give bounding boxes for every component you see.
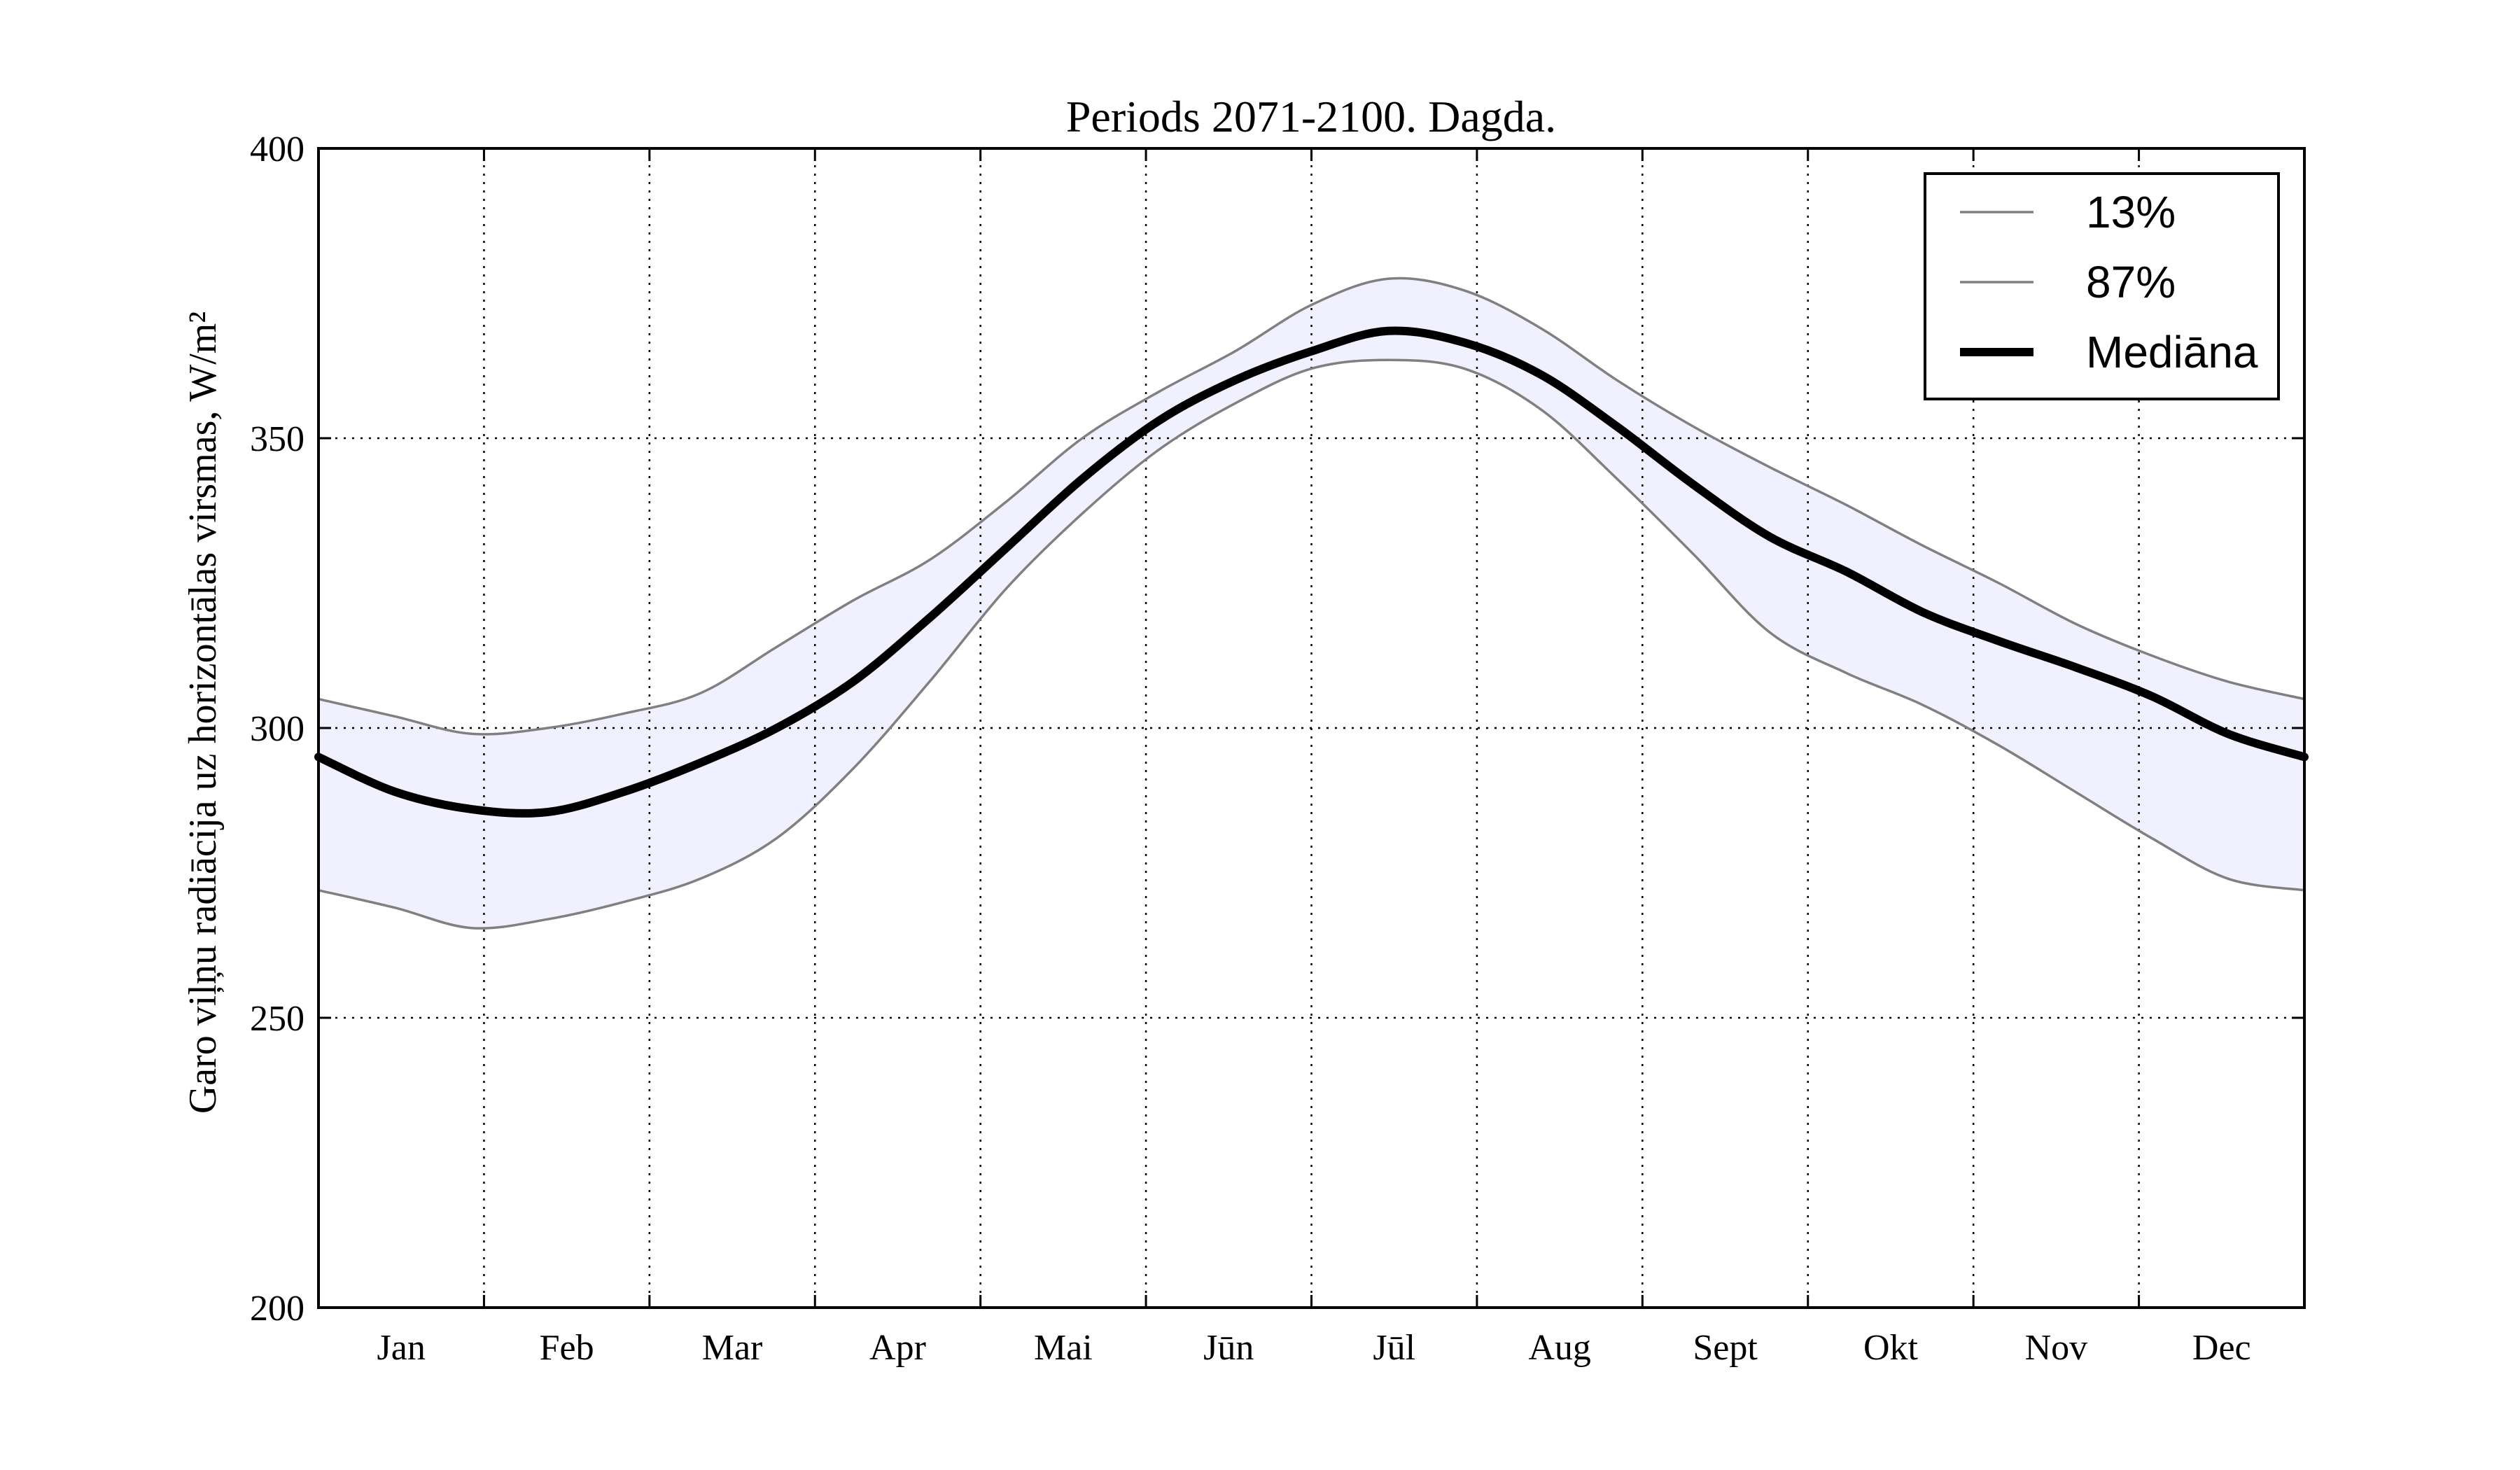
grid-layer xyxy=(318,148,2304,1308)
legend-label: 13% xyxy=(2086,187,2176,237)
series-line-median xyxy=(314,326,2309,818)
series-line-13pct xyxy=(317,358,2306,930)
legend-label: 87% xyxy=(2086,257,2176,307)
series-layer xyxy=(314,276,2309,930)
x-tick-label: Jan xyxy=(377,1328,426,1368)
legend-label: Mediāna xyxy=(2086,327,2258,377)
axis-layer: 200 250 300 350 400 Jan Feb Mar Apr Mai Jūn Jūl Aug S… xyxy=(250,130,2306,1368)
x-tick-label: Aug xyxy=(1528,1328,1591,1368)
x-tick-label: Sept xyxy=(1693,1328,1758,1368)
y-tick-label: 350 xyxy=(250,419,304,459)
chart-title: Periods 2071-2100. Dagda. xyxy=(1066,92,1556,141)
x-tick-label: Jūn xyxy=(1203,1328,1254,1368)
y-tick-label: 200 xyxy=(250,1289,304,1329)
x-tick-label: Mai xyxy=(1034,1328,1093,1368)
percentile-band xyxy=(318,278,2304,929)
x-tick-label: Nov xyxy=(2025,1328,2088,1368)
x-tick-label: Dec xyxy=(2192,1328,2251,1368)
legend: 13% 87% Mediāna xyxy=(1924,172,2280,400)
y-tick-label: 400 xyxy=(250,130,304,169)
x-tick-label: Okt xyxy=(1863,1328,1919,1368)
x-tick-label: Jūl xyxy=(1373,1328,1415,1368)
percentile-band-layer xyxy=(318,278,2304,929)
series-line-87pct xyxy=(317,276,2306,736)
x-tick-label: Feb xyxy=(540,1328,594,1368)
y-axis-label: Garo viļņu radiācija uz horizontālas vir… xyxy=(181,312,225,1114)
y-tick-label: 250 xyxy=(250,999,304,1039)
x-tick-label: Mar xyxy=(702,1328,763,1368)
y-tick-label: 300 xyxy=(250,709,304,749)
x-tick-label: Apr xyxy=(869,1328,926,1368)
